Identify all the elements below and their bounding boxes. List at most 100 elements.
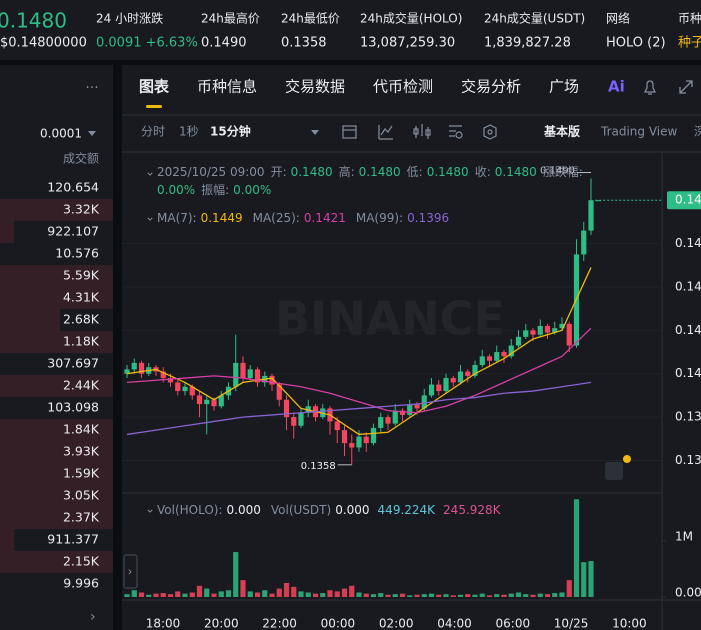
info-item: 振幅: [201,182,229,197]
interval-option[interactable]: 分时 [141,125,165,139]
volume-bar [414,594,420,597]
candle-body [204,399,210,405]
candle-body [370,427,377,444]
info-item: 0.1449 [201,211,243,225]
interval-option[interactable]: 15分钟 [210,124,251,139]
volume-bar [523,594,529,597]
volume-bar [479,593,485,597]
candle-body [544,326,551,333]
volume-bar [233,552,239,597]
candle-body [407,404,413,415]
volume-bar [276,588,282,597]
chart-panel-bg [122,65,701,630]
tab[interactable]: 代币检测 [373,78,433,96]
volume-bar [196,585,203,597]
more-menu[interactable]: ··· [85,80,98,96]
last-price: 0.1480 [0,9,67,33]
tab[interactable]: 图表 [139,78,170,96]
volume-bar [378,593,384,597]
candle-body [378,417,384,428]
x-tick-label: 04:00 [437,617,472,630]
expand-arrow[interactable]: › [90,609,96,625]
candle-body [537,326,543,335]
tab[interactable]: 广场 [549,78,579,96]
candle-body [283,399,290,418]
candle-body [595,200,601,202]
volume-bar [153,593,159,597]
scroll-left-button[interactable] [123,554,138,589]
watermark: BINANCE [275,292,505,346]
info-item: MA(99): [356,211,403,225]
info-toggle[interactable]: ⌄ [145,165,155,179]
volume-bar [559,592,565,597]
volume-bar [465,594,471,597]
candle-body [414,404,420,409]
stat-label: 24h成交量(USDT) [484,11,585,26]
info-item: 0.00% [233,183,271,197]
candle-body [160,371,166,379]
interval-option[interactable]: 1秒 [179,125,199,139]
candle-body [566,323,572,346]
volume-bar [385,594,391,597]
candle-body [211,399,217,407]
volume-bar [283,582,290,597]
tab[interactable]: 交易分析 [461,78,521,96]
volume-bar [421,594,427,597]
candle-body [515,336,522,346]
info-item: Vol(HOLO): [157,503,223,517]
y-tick-label: 0.1380 [675,410,701,424]
volume-bar [327,590,333,597]
tab[interactable]: 交易数据 [285,78,345,96]
candle-body [167,378,174,383]
y-tick-label: 0.1400 [675,366,701,380]
view-option[interactable]: 深度 [694,124,701,139]
volume-bar [566,580,572,597]
candle-body [421,395,427,409]
volume-bar [334,591,340,597]
info-item: MA(7): [157,211,197,225]
volume-bar [247,591,253,597]
interval-caret[interactable] [311,130,319,135]
x-tick-label: 00:00 [321,617,356,630]
stat-value: 0.1490 [201,36,247,51]
info-item: MA(25): [253,211,300,225]
bell-icon[interactable] [643,80,657,95]
view-option[interactable]: 基本版 [543,124,580,139]
volume-bar [254,592,261,597]
volume-bar [399,593,406,597]
order-book-amount: 2.68K [63,312,100,327]
volume-bar [240,580,246,597]
precision-select[interactable]: 0.0001 [40,127,82,141]
order-book-amount: 911.377 [47,532,99,547]
order-book-amount: 3.32K [63,202,100,217]
order-book-amount: 2.15K [63,554,100,569]
tab[interactable]: 币种信息 [197,78,257,96]
candle-body [494,352,500,361]
stat-value: HOLO (2) [606,36,666,51]
info-item: 2025/10/25 09:00 [157,165,265,179]
scroll-left-arrow[interactable]: › [128,565,133,579]
candle-body [581,230,587,255]
volume-bar [189,592,195,597]
volume-bar [588,561,594,597]
volume-bar [581,562,587,597]
expand-icon[interactable] [679,80,693,94]
candle-body [334,421,340,431]
vol-toggle[interactable]: ⌄ [145,502,155,516]
tool-icons[interactable] [342,124,497,140]
volume-bar [392,594,398,597]
info-item: 0.1480 [427,165,469,179]
ma-toggle[interactable]: ⌄ [145,210,155,224]
volume-bar [501,594,507,597]
candle-body [233,362,239,387]
volume-bar [146,594,152,597]
note-icon[interactable] [605,462,623,480]
view-option[interactable]: Trading View [600,125,678,139]
order-book-amount: 3.93K [63,444,100,459]
volume-bar [530,594,536,597]
volume-bar [494,594,500,597]
volume-bar [131,590,137,597]
ma-line [126,381,592,436]
candle-body [269,375,275,385]
ai-button[interactable]: Ai [608,78,625,96]
